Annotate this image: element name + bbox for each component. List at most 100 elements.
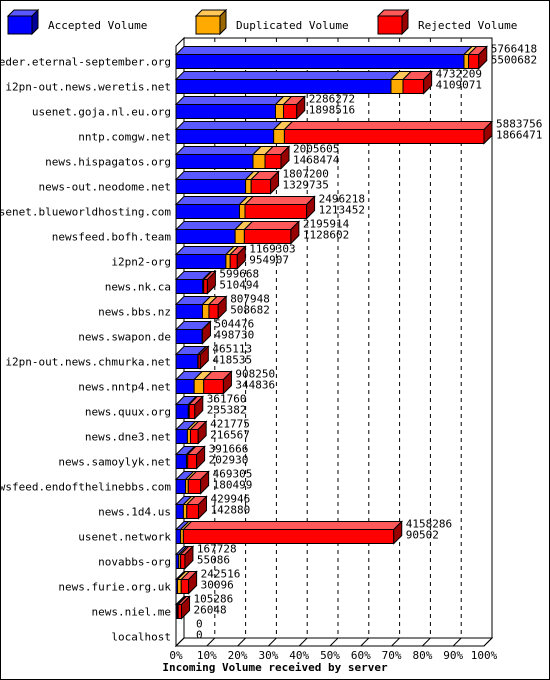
total-volume-label: 5883756 xyxy=(496,118,542,131)
bar-rejected-volume-side xyxy=(270,170,280,195)
bar-rejected-volume-side xyxy=(201,320,211,345)
bar-rejected-volume xyxy=(203,279,208,294)
bar-accepted-volume xyxy=(175,304,203,319)
bar-rejected-volume-top xyxy=(283,121,494,130)
bar-accepted-volume xyxy=(175,329,203,344)
legend-item-accepted-volume: Accepted Volume xyxy=(6,8,147,36)
accepted-volume-label: 55086 xyxy=(197,554,230,567)
bar-accepted-volume xyxy=(175,104,276,119)
category-label: novabbs-org xyxy=(98,556,171,569)
bar-duplicated-volume xyxy=(193,379,205,394)
bar-accepted-volume-top xyxy=(174,71,401,80)
floor-gridline xyxy=(483,637,493,647)
x-tick-label: 100% xyxy=(471,649,498,662)
floor-gridline xyxy=(360,637,370,647)
floor-gridline xyxy=(206,637,216,647)
bar-rejected-volume xyxy=(188,404,196,419)
total-volume-label: 0 xyxy=(196,618,203,631)
bar-rejected-volume-top xyxy=(243,196,316,205)
bar-rejected-volume xyxy=(189,429,199,444)
x-tick-label: 10% xyxy=(197,649,217,662)
category-label: news.niel.me xyxy=(92,606,171,619)
accepted-volume-label: 5500682 xyxy=(491,54,537,67)
bar-accepted-volume xyxy=(175,254,227,269)
bar-rejected-volume-side xyxy=(184,545,194,570)
bar-rejected-volume xyxy=(208,304,219,319)
bar-rejected-volume-side xyxy=(199,345,209,370)
total-volume-label: 242516 xyxy=(201,568,241,581)
total-volume-label: 807948 xyxy=(230,293,270,306)
bar-duplicated-volume xyxy=(238,204,246,219)
bar-accepted-volume-top xyxy=(174,221,245,230)
category-label: newsfeed.endofthelinebbs.com xyxy=(0,481,171,494)
bar-rejected-volume-side xyxy=(296,95,306,120)
legend-swatch-front xyxy=(377,15,403,35)
total-volume-label: 465113 xyxy=(212,343,252,356)
category-label: usenet.goja.nl.eu.org xyxy=(32,106,171,119)
bar-rejected-volume-side xyxy=(181,595,191,620)
legend-swatch-front xyxy=(7,15,33,35)
legend-swatch-front xyxy=(195,15,221,35)
bar-accepted-volume xyxy=(175,54,465,69)
category-label: news.furie.org.uk xyxy=(58,581,171,594)
category-label: news.dne3.net xyxy=(85,431,171,444)
bar-rejected-volume-side xyxy=(188,570,198,595)
accepted-volume-label: 508682 xyxy=(230,304,270,317)
bar-rejected-volume xyxy=(250,179,272,194)
bar-duplicated-volume xyxy=(245,179,252,194)
accepted-volume-label: 498730 xyxy=(214,329,254,342)
bar-accepted-volume-top xyxy=(174,246,236,255)
x-tick-label: 40% xyxy=(289,649,309,662)
category-label: i2pn-out.news.weretis.net xyxy=(5,81,171,94)
total-volume-label: 105286 xyxy=(194,593,234,606)
category-label: news-out.neodome.net xyxy=(39,181,171,194)
bar-rejected-volume xyxy=(229,254,238,269)
total-volume-label: 5766418 xyxy=(491,43,537,56)
bar-rejected-volume-side xyxy=(196,445,206,470)
bar-accepted-volume xyxy=(175,204,240,219)
total-volume-label: 2195914 xyxy=(303,218,350,231)
bar-accepted-volume xyxy=(175,154,254,169)
bar-accepted-volume-top xyxy=(174,171,255,180)
x-tick-label: 80% xyxy=(412,649,432,662)
bar-duplicated-volume xyxy=(252,154,266,169)
accepted-volume-label: 235382 xyxy=(207,404,247,417)
accepted-volume-label: 142880 xyxy=(210,504,250,517)
bar-row-usenet-blueworldhosting-com: usenet.blueworldhosting.com 2496218121345… xyxy=(0,193,365,220)
total-volume-label: 1807200 xyxy=(283,168,329,181)
total-volume-label: 391666 xyxy=(209,443,249,456)
accepted-volume-label: 510494 xyxy=(219,279,259,292)
x-tick-label: 20% xyxy=(228,649,248,662)
bar-accepted-volume xyxy=(175,229,236,244)
bar-duplicated-volume xyxy=(201,304,210,319)
bar-accepted-volume xyxy=(175,454,187,469)
accepted-volume-label: 1213452 xyxy=(319,204,365,217)
bar-accepted-volume-top xyxy=(174,196,249,205)
floor-gridline xyxy=(268,637,277,647)
category-label: news.swapon.de xyxy=(78,331,171,344)
total-volume-label: 1169303 xyxy=(249,243,295,256)
bar-rejected-volume xyxy=(283,129,485,144)
bar-duplicated-volume xyxy=(463,54,470,69)
bar-rejected-volume xyxy=(182,529,395,544)
category-label: i2pn2-org xyxy=(111,256,171,269)
bar-rejected-volume-side xyxy=(290,220,300,245)
legend: Accepted Volume Duplicated Volume Rejected… xyxy=(6,8,517,36)
bar-row-localhost: localhost 00 xyxy=(111,618,202,644)
bar-rejected-volume xyxy=(402,79,425,94)
bar-rejected-volume-side xyxy=(200,470,210,495)
total-volume-label: 421775 xyxy=(210,418,250,431)
